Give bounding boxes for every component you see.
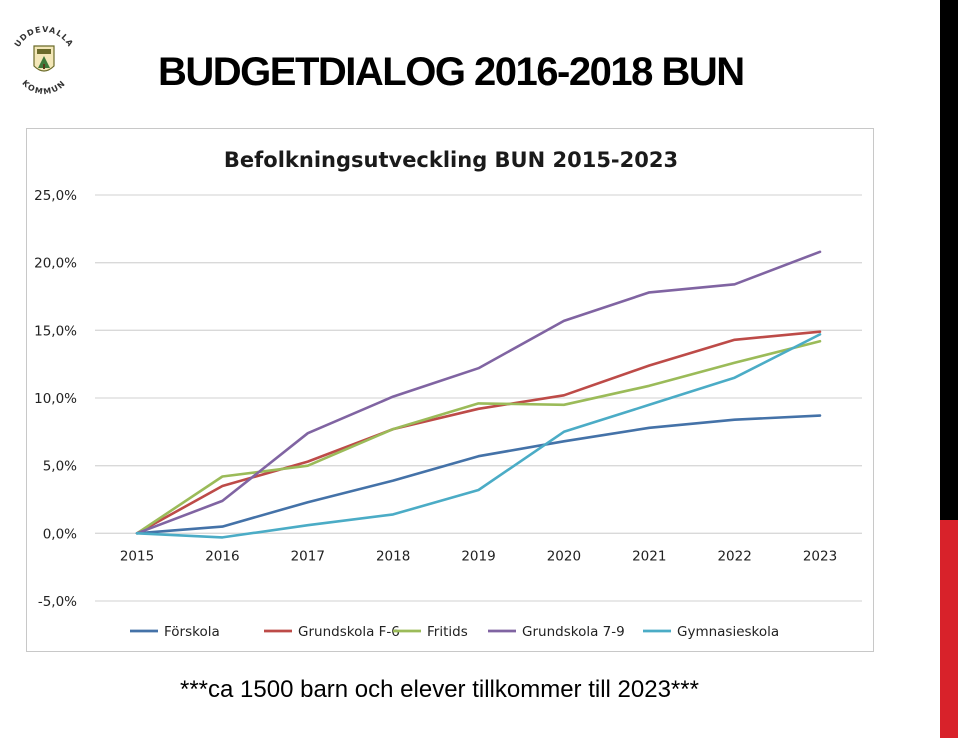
x-tick-label: 2015 [120, 548, 154, 564]
x-tick-label: 2020 [547, 548, 581, 564]
x-tick-label: 2017 [291, 548, 325, 564]
svg-text:UDDEVALLA: UDDEVALLA [13, 25, 75, 49]
svg-text:KOMMUN: KOMMUN [20, 78, 67, 96]
legend-item: Fritids [393, 624, 468, 640]
series-line-fritids [135, 339, 822, 535]
legend-item: Grundskola F-6 [264, 624, 400, 640]
series-line-gymnasieskola [135, 333, 822, 539]
series-line-grundskola-f-6 [135, 330, 822, 535]
x-tick-label: 2022 [717, 548, 751, 564]
series-lines [135, 250, 822, 539]
legend-label: Förskola [164, 624, 220, 640]
x-tick-labels: 2015 2016 2017 2018 2019 2020 2021 2022 2023 [120, 548, 837, 564]
legend-label: Fritids [427, 624, 468, 640]
legend-label: Grundskola F-6 [298, 624, 400, 640]
legend-label: Grundskola 7-9 [522, 624, 625, 640]
accent-bar-red [940, 520, 958, 738]
y-tick-label: 0,0% [43, 526, 77, 542]
legend-item: Gymnasieskola [643, 624, 779, 640]
legend-item: Grundskola 7-9 [488, 624, 625, 640]
logo-text-top: UDDEVALLA [13, 25, 74, 49]
x-tick-label: 2019 [461, 548, 495, 564]
accent-bar-black [940, 0, 958, 520]
y-tick-label: 15,0% [34, 323, 77, 339]
shield-icon [33, 45, 55, 72]
y-tick-label: 10,0% [34, 391, 77, 407]
gridlines [95, 194, 862, 602]
chart-frame: Befolkningsutveckling BUN 2015-2023 -5,0… [26, 128, 874, 652]
uddevalla-kommun-logo: UDDEVALLA KOMMUN [13, 25, 75, 96]
y-tick-label: 5,0% [43, 459, 77, 475]
y-tick-labels: -5,0% 0,0% 5,0% 10,0% 15,0% 20,0% 25,0% [34, 188, 77, 610]
series-line-förskola [135, 414, 822, 535]
line-chart: Befolkningsutveckling BUN 2015-2023 -5,0… [34, 148, 862, 640]
legend-item: Förskola [130, 624, 220, 640]
series-line-grundskola-7-9 [135, 250, 822, 535]
x-tick-label: 2018 [376, 548, 410, 564]
caption: ***ca 1500 barn och elever tillkommer ti… [180, 676, 699, 703]
page-title: BUDGETDIALOG 2016-2018 BUN [158, 50, 745, 94]
y-tick-label: 20,0% [34, 256, 77, 272]
legend-label: Gymnasieskola [677, 624, 779, 640]
x-tick-label: 2021 [632, 548, 666, 564]
y-tick-label: 25,0% [34, 188, 77, 204]
legend: Förskola Grundskola F-6 Fritids Grundskola … [130, 624, 779, 640]
logo-text-bottom: KOMMUN [20, 78, 66, 96]
x-tick-label: 2023 [803, 548, 837, 564]
y-tick-label: -5,0% [38, 594, 77, 610]
x-tick-label: 2016 [205, 548, 239, 564]
chart-title: Befolkningsutveckling BUN 2015-2023 [224, 148, 678, 172]
